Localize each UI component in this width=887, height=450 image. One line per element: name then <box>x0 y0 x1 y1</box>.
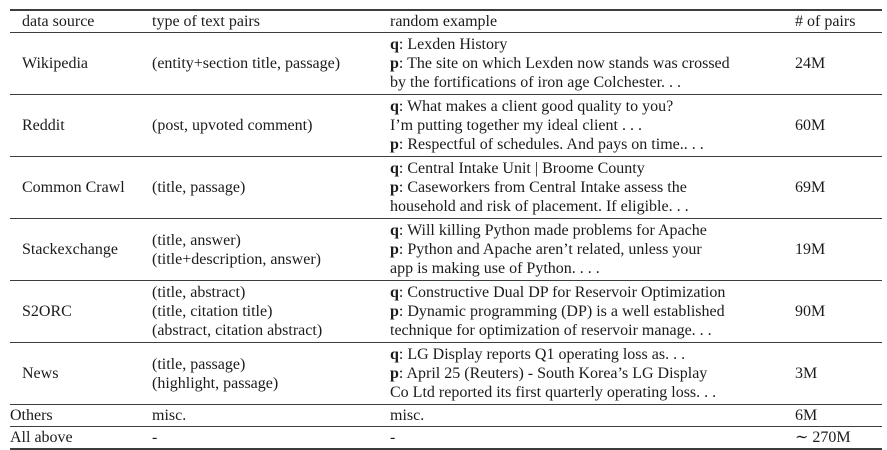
query-passage-label: q <box>390 284 399 301</box>
cell-data-source: Wikipedia <box>22 55 88 72</box>
example-line: app is making use of Python. . . . <box>390 260 600 277</box>
pair-type-line: (title, passage) <box>152 355 246 373</box>
example-line: q: What makes a client good quality to y… <box>390 98 674 115</box>
cell-pair-types: (post, upvoted comment) <box>152 95 390 157</box>
cell-pair-types: misc. <box>152 405 390 427</box>
cell-random-example: q: Constructive Dual DP for Reservoir Op… <box>390 281 795 343</box>
col-header-num-pairs: # of pairs <box>795 13 856 30</box>
pair-type-line: (title, passage) <box>152 179 246 196</box>
example-line: household and risk of placement. If elig… <box>390 198 689 215</box>
pair-type-line: (highlight, passage) <box>152 374 279 392</box>
pair-type-line: (title, abstract) <box>152 284 246 301</box>
table-row: Others misc. misc. 6M <box>10 405 882 427</box>
query-passage-label: p <box>390 365 399 382</box>
example-line: p: Dynamic programming (DP) is a well es… <box>390 303 725 320</box>
cell-random-example: misc. <box>390 405 795 427</box>
cell-data-source: All above <box>10 429 73 446</box>
cell-random-example: q: LG Display reports Q1 operating loss … <box>390 343 795 405</box>
table-row: S2ORC (title, abstract) (title, citation t… <box>10 281 882 343</box>
example-line: Co Ltd reported its first quarterly oper… <box>390 384 717 401</box>
table-row: News (title, passage) (highlight, passage)… <box>10 343 882 405</box>
query-passage-label: q <box>390 222 399 239</box>
example-line: technique for optimization of reservoir … <box>390 322 712 339</box>
cell-data-source: Others <box>10 407 53 424</box>
example-line: p: The site on which Lexden now stands w… <box>390 55 730 72</box>
cell-pair-types: (title, passage) <box>152 157 390 219</box>
cell-pair-types: (title, abstract) (title, citation title)… <box>152 281 390 343</box>
cell-pair-count: 19M <box>795 241 826 258</box>
example-line: I’m putting together my ideal client . .… <box>390 117 642 134</box>
pair-type-line: (post, upvoted comment) <box>152 117 313 134</box>
pair-type-line: - <box>152 429 158 446</box>
pair-type-line: (abstract, citation abstract) <box>152 322 323 339</box>
query-passage-label: q <box>390 160 399 177</box>
query-passage-label: p <box>390 55 399 72</box>
data-sources-table: data source type of text pairs random ex… <box>10 9 882 450</box>
cell-random-example: - <box>390 427 795 450</box>
example-line: by the fortifications of iron age Colche… <box>390 74 682 91</box>
example-line: q: Constructive Dual DP for Reservoir Op… <box>390 284 726 301</box>
table-row: Stackexchange (title, answer) (title+descr… <box>10 219 882 281</box>
example-line: p: Respectful of schedules. And pays on … <box>390 136 704 153</box>
example-line: q: Central Intake Unit | Broome County <box>390 160 645 177</box>
example-line: p: Python and Apache aren’t related, unl… <box>390 241 702 258</box>
query-passage-label: q <box>390 346 399 363</box>
cell-random-example: q: Will killing Python made problems for… <box>390 219 795 281</box>
query-passage-label: p <box>390 179 399 196</box>
cell-data-source: News <box>22 365 59 382</box>
cell-pair-types: (entity+section title, passage) <box>152 33 390 95</box>
query-passage-label: p <box>390 303 399 320</box>
cell-pair-count: 69M <box>795 179 826 196</box>
table-body: Wikipedia (entity+section title, passage)… <box>10 33 882 450</box>
col-header-random-example: random example <box>390 13 498 30</box>
cell-random-example: q: Central Intake Unit | Broome County p:… <box>390 157 795 219</box>
table-row: Wikipedia (entity+section title, passage)… <box>10 33 882 95</box>
col-header-data-source: data source <box>22 13 95 30</box>
example-line: q: LG Display reports Q1 operating loss … <box>390 346 686 363</box>
cell-pair-count: ∼ 270M <box>795 429 851 446</box>
col-header-type-of-text-pairs: type of text pairs <box>152 13 260 30</box>
table-row: Common Crawl (title, passage) q: Central I… <box>10 157 882 219</box>
table-row: All above - - ∼ 270M <box>10 427 882 450</box>
example-line: - <box>390 429 396 446</box>
pair-type-line: (title, answer) <box>152 231 241 249</box>
cell-pair-types: (title, passage) (highlight, passage) <box>152 343 390 405</box>
pair-type-line: (title+description, answer) <box>152 250 321 268</box>
pair-type-line: misc. <box>152 407 187 424</box>
cell-random-example: q: What makes a client good quality to y… <box>390 95 795 157</box>
pair-type-line: (entity+section title, passage) <box>152 55 341 72</box>
cell-data-source: Stackexchange <box>22 241 118 258</box>
example-line: q: Lexden History <box>390 36 508 53</box>
cell-pair-count: 24M <box>795 55 826 72</box>
cell-pair-types: (title, answer) (title+description, answe… <box>152 219 390 281</box>
cell-pair-count: 90M <box>795 303 826 320</box>
table-row: Reddit (post, upvoted comment) q: What mak… <box>10 95 882 157</box>
cell-pair-count: 3M <box>795 365 818 382</box>
cell-data-source: Common Crawl <box>22 179 125 196</box>
example-line: p: April 25 (Reuters) - South Korea’s LG… <box>390 365 708 382</box>
example-line: misc. <box>390 407 425 424</box>
table-header: data source type of text pairs random ex… <box>10 10 882 33</box>
cell-pair-types: - <box>152 427 390 450</box>
example-line: q: Will killing Python made problems for… <box>390 222 707 239</box>
cell-data-source: S2ORC <box>22 303 72 320</box>
pair-type-line: (title, citation title) <box>152 303 273 320</box>
cell-random-example: q: Lexden History p: The site on which Le… <box>390 33 795 95</box>
query-passage-label: q <box>390 98 399 115</box>
query-passage-label: p <box>390 136 399 153</box>
cell-data-source: Reddit <box>22 117 65 134</box>
example-line: p: Caseworkers from Central Intake asses… <box>390 179 687 196</box>
cell-pair-count: 60M <box>795 117 826 134</box>
query-passage-label: p <box>390 241 399 258</box>
query-passage-label: q <box>390 36 399 53</box>
cell-pair-count: 6M <box>795 407 818 424</box>
header-row: data source type of text pairs random ex… <box>10 10 882 33</box>
